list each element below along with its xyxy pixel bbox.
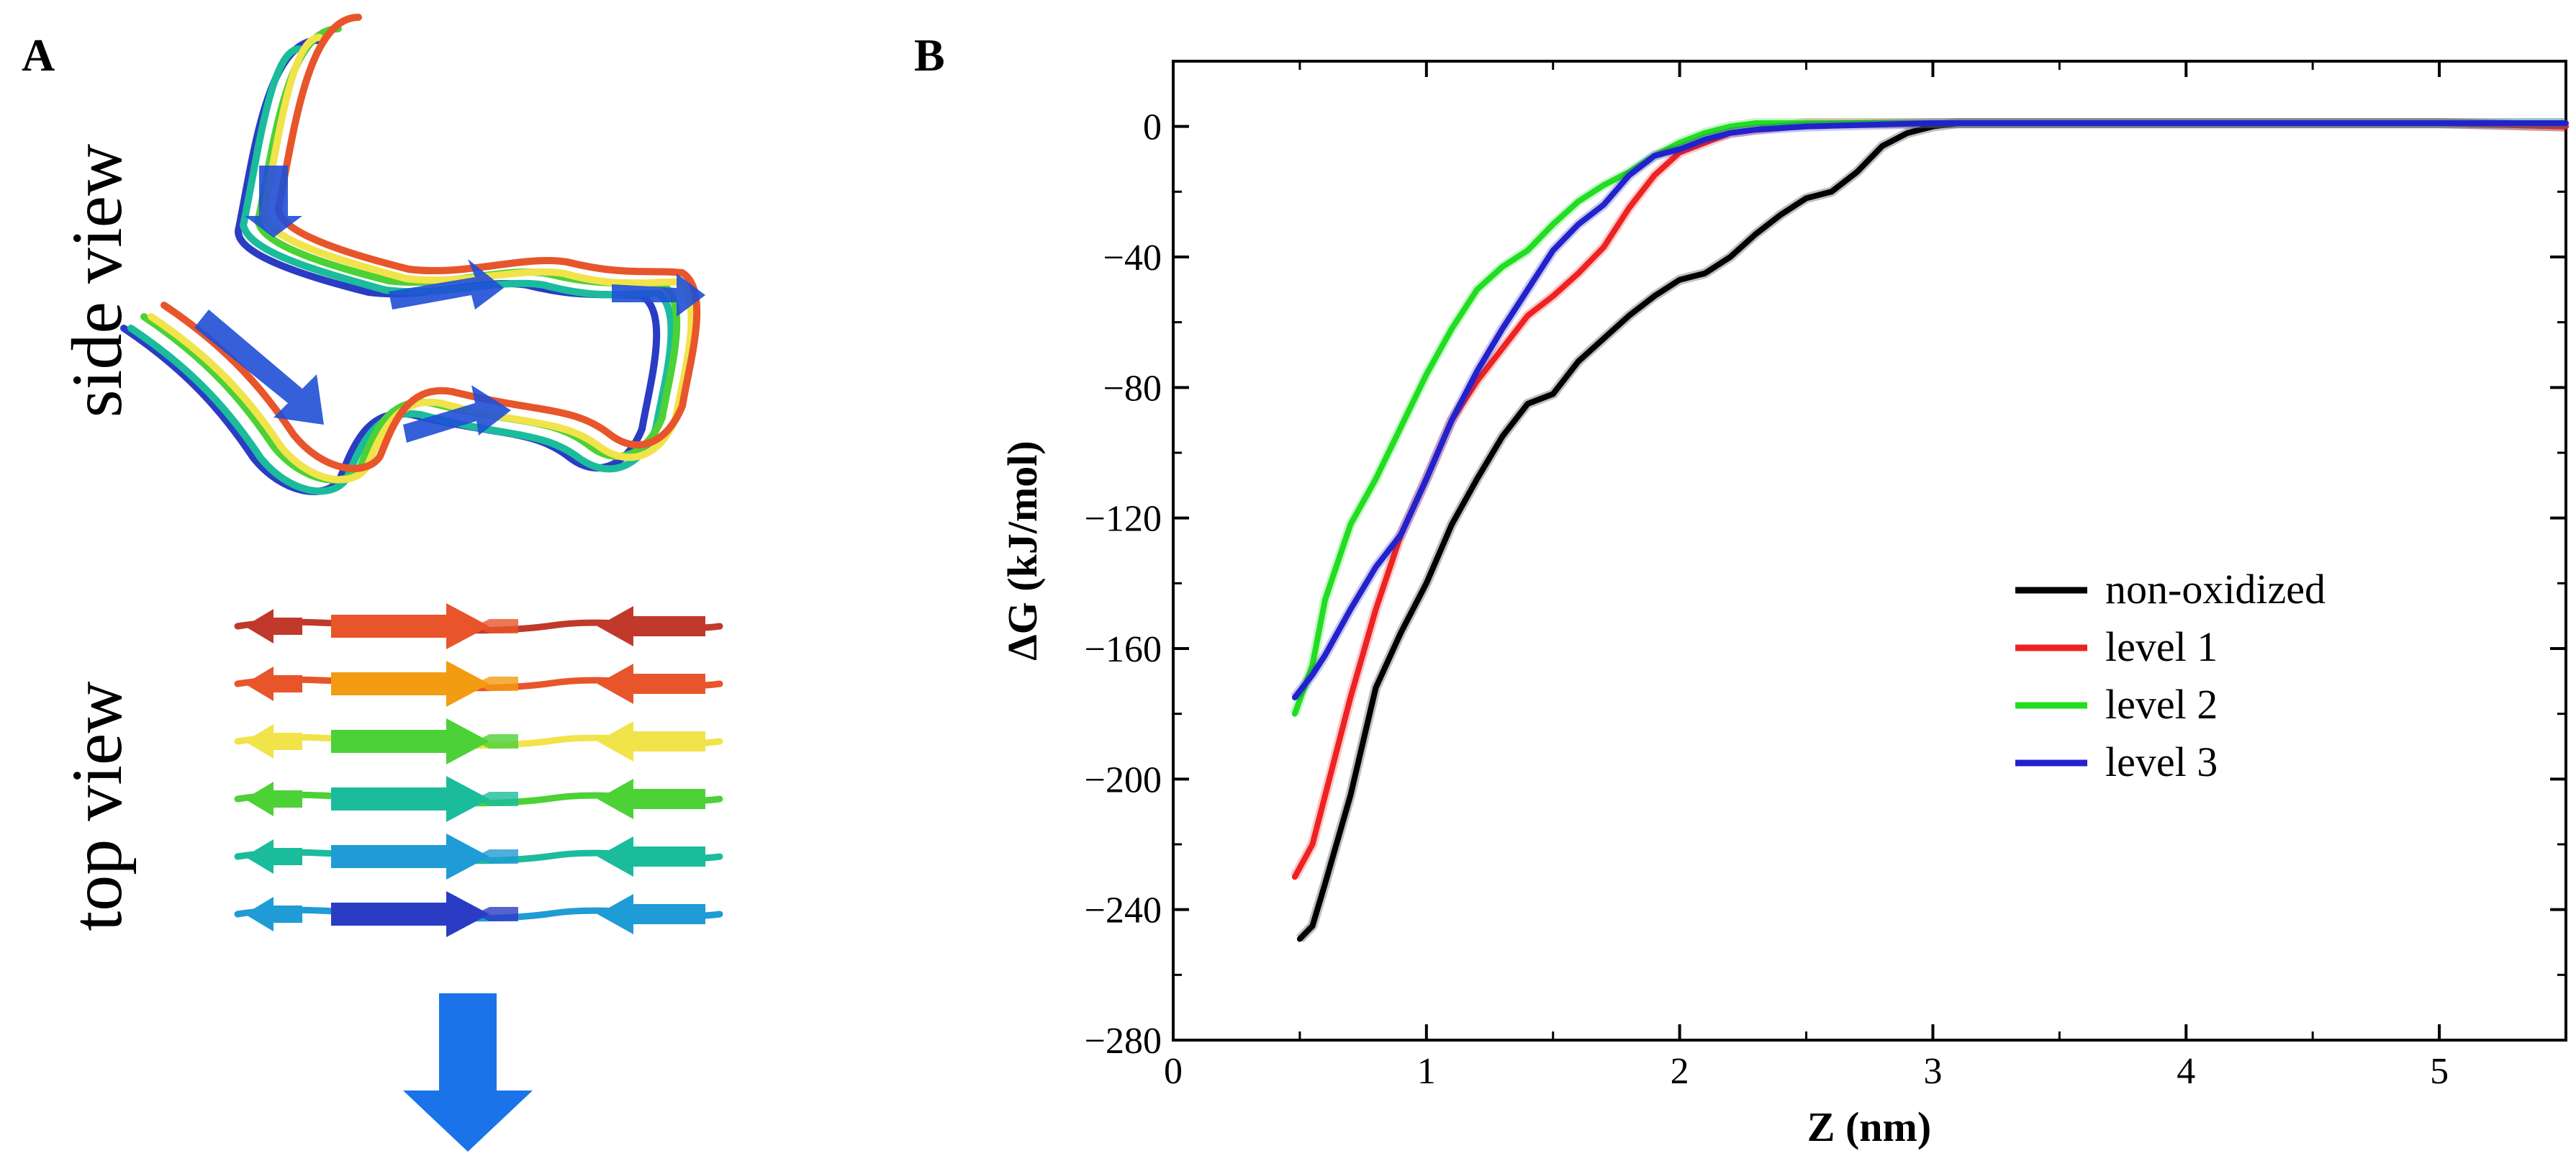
top-view-sheet-arrow (597, 664, 705, 704)
top-view-sheet-arrow (331, 891, 489, 937)
x-tick-label: 4 (2177, 1051, 2195, 1092)
x-tick-label: 1 (1417, 1051, 1436, 1092)
panel-a: A side view top view (22, 14, 723, 1152)
top-view-sheet-arrow (475, 849, 518, 864)
y-tick-label: −80 (1103, 368, 1162, 409)
top-view-sheet-arrow (331, 661, 489, 707)
legend-label: level 1 (2105, 623, 2218, 670)
top-view-sheet-arrow (597, 894, 705, 934)
top-view-sheet-arrow (245, 609, 302, 644)
top-view-sheet-arrow (331, 776, 489, 822)
x-tick-label: 3 (1923, 1051, 1942, 1092)
top-view-sheet-arrow (475, 792, 518, 806)
plot-frame (1172, 60, 2567, 1042)
fibril-axis-arrow (403, 993, 533, 1152)
top-view-sheet-arrow (245, 839, 302, 874)
top-view-sheet-arrow (597, 779, 705, 819)
panel-b: B 0 1 2 3 4 5 0 −40 −80 −120 −160 −200 −240 −280 Z (n… (914, 30, 2569, 1150)
series-error-band (1290, 118, 2567, 880)
series-error-band (1291, 118, 2566, 701)
y-tick-label: −240 (1085, 890, 1162, 931)
y-tick-label: −120 (1085, 499, 1162, 540)
top-view-sheet-arrow (475, 907, 518, 921)
side-view-sheet-arrow (194, 310, 324, 425)
legend: non-oxidized level 1 level 2 level 3 (2015, 566, 2326, 785)
legend-label: non-oxidized (2105, 566, 2326, 613)
y-tick-label: 0 (1143, 107, 1162, 148)
top-view-sheet-arrow (597, 721, 705, 762)
side-view-strand (161, 14, 701, 472)
axis-ticks: 0 1 2 3 4 5 0 −40 −80 −120 −160 −200 −240 −280 (1085, 61, 2567, 1092)
series-line-level-2 (1291, 120, 2569, 717)
series-line-level-1 (1291, 120, 2569, 880)
x-tick-label: 2 (1671, 1051, 1689, 1092)
top-view-sheet-arrow (597, 836, 705, 877)
series-error-band (1290, 118, 2566, 716)
top-view-structure (234, 603, 723, 937)
series-line-level-3 (1291, 120, 2569, 700)
y-tick-label: −160 (1085, 629, 1162, 670)
top-view-sheet-arrow (245, 897, 302, 931)
top-view-sheet-arrow (245, 724, 302, 759)
side-view-strand (148, 34, 695, 484)
panel-b-letter: B (914, 30, 945, 81)
x-axis-title: Z (nm) (1807, 1103, 1931, 1150)
top-view-sheet-arrow (331, 834, 489, 880)
series-line-non-oxidized (1296, 120, 2569, 942)
y-tick-label: −40 (1103, 238, 1162, 279)
side-view-label: side view (57, 144, 137, 417)
side-view-sheet-arrow (403, 385, 511, 443)
side-view-sheet-arrow (612, 274, 705, 317)
panel-a-letter: A (22, 30, 55, 81)
side-view-structure (120, 14, 705, 495)
y-tick-label: −200 (1085, 759, 1162, 800)
top-view-label: top view (57, 681, 137, 931)
x-tick-label: 5 (2430, 1051, 2449, 1092)
top-view-sheet-arrow (475, 734, 518, 749)
y-tick-label: −280 (1085, 1021, 1162, 1062)
side-view-sheet-arrow (389, 259, 504, 310)
top-view-sheet-arrow (475, 677, 518, 691)
top-view-sheet-arrow (245, 667, 302, 701)
series-group (1290, 118, 2569, 943)
y-axis-title: ΔG (kJ/mol) (999, 441, 1046, 660)
top-view-sheet-arrow (331, 603, 489, 649)
side-view-sheet-arrow (245, 166, 302, 238)
top-view-sheet-arrow (331, 718, 489, 764)
side-view-strand (127, 45, 675, 495)
legend-label: level 3 (2105, 739, 2218, 785)
legend-label: level 2 (2105, 681, 2218, 728)
top-view-sheet-arrow (597, 606, 705, 646)
top-view-sheet-arrow (475, 619, 518, 633)
top-view-sheet-arrow (245, 782, 302, 816)
series-error-band (1296, 118, 2567, 943)
x-tick-label: 0 (1164, 1051, 1183, 1092)
